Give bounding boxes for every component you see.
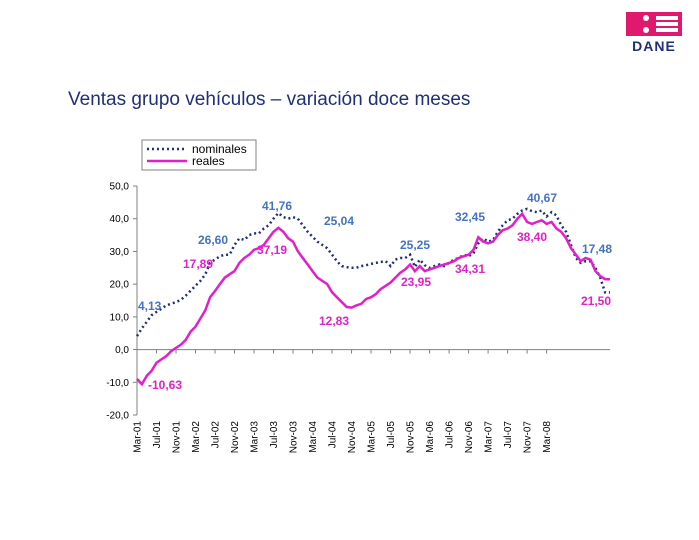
dane-logo-mark [626, 12, 682, 36]
legend-label-nominales: nominales [192, 142, 247, 156]
x-tick-label: Mar-07 [484, 421, 495, 453]
y-tick-label: 20,0 [110, 280, 130, 291]
x-tick-label: Jul-02 [211, 421, 222, 449]
legend-box [141, 139, 257, 171]
x-tick-label: Nov-01 [172, 421, 183, 454]
x-tick-label: Jul-05 [386, 421, 397, 449]
data-label-reales: 38,40 [517, 230, 547, 244]
data-label-reales: -10,63 [148, 378, 182, 392]
data-label-nominales: 32,45 [455, 210, 485, 224]
data-label-reales: 17,89 [183, 257, 213, 271]
dane-logo: DANE [622, 12, 686, 54]
legend-label-reales: reales [192, 154, 225, 168]
y-tick-label: 10,0 [110, 312, 130, 323]
data-label-reales: 34,31 [455, 262, 485, 276]
data-label-nominales: 17,48 [582, 242, 612, 256]
x-tick-label: Nov-04 [347, 421, 358, 454]
data-label-reales: 21,50 [581, 294, 611, 308]
data-label-nominales: 41,76 [262, 199, 292, 213]
x-tick-label: Jul-06 [445, 421, 456, 449]
data-label-nominales: 26,60 [198, 233, 228, 247]
x-tick-label: Jul-03 [269, 421, 280, 449]
x-tick-label: Nov-02 [230, 421, 241, 454]
data-label-nominales: 25,25 [400, 238, 430, 252]
x-tick-label: Mar-03 [250, 421, 261, 453]
x-tick-label: Nov-03 [289, 421, 300, 454]
y-tick-label: 50,0 [110, 182, 130, 193]
data-label-nominales: 4,13 [138, 299, 162, 313]
series-nominales-line [135, 207, 610, 337]
x-tick-label: Mar-08 [542, 421, 553, 453]
data-label-reales: 12,83 [319, 314, 349, 328]
data-label-reales: 23,95 [401, 275, 431, 289]
dane-logo-text: DANE [632, 38, 676, 54]
x-tick-label: Mar-04 [308, 421, 319, 453]
x-tick-label: Nov-06 [464, 421, 475, 454]
x-tick-label: Jul-01 [152, 421, 163, 449]
x-tick-label: Nov-07 [523, 421, 534, 454]
y-tick-label: 30,0 [110, 247, 130, 258]
y-tick-label: 0,0 [115, 345, 129, 356]
data-label-reales: 37,19 [257, 243, 287, 257]
y-tick-label: -20,0 [106, 411, 129, 422]
x-tick-label: Mar-02 [191, 421, 202, 453]
data-label-nominales: 40,67 [527, 191, 557, 205]
x-tick-label: Mar-06 [425, 421, 436, 453]
x-tick-label: Nov-05 [406, 421, 417, 454]
x-tick-label: Mar-05 [367, 421, 378, 453]
slide-title: Ventas grupo vehículos – variación doce … [68, 89, 471, 110]
x-tick-label: Jul-04 [328, 421, 339, 449]
x-tick-label: Jul-07 [503, 421, 514, 449]
y-tick-label: -10,0 [106, 378, 129, 389]
x-tick-label: Mar-01 [133, 421, 144, 453]
series-reales-line [136, 211, 610, 387]
y-tick-label: 40,0 [110, 214, 130, 225]
data-label-nominales: 25,04 [324, 214, 354, 228]
